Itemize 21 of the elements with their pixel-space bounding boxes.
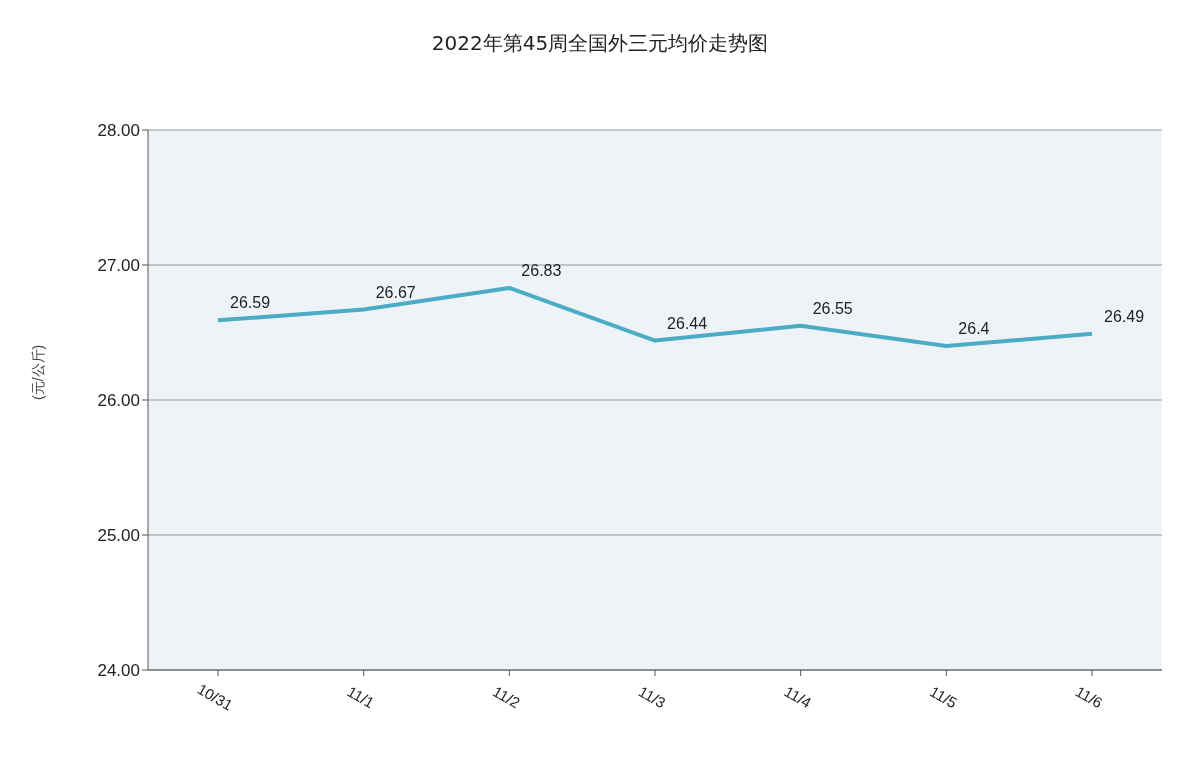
x-tick-label: 11/6 <box>1072 682 1106 712</box>
y-tick-label: 28.00 <box>97 121 140 141</box>
y-tick-label: 24.00 <box>97 661 140 681</box>
x-tick-label: 11/4 <box>781 682 815 712</box>
data-label: 26.44 <box>667 314 708 332</box>
x-tick-label: 11/2 <box>490 682 523 712</box>
line-series <box>216 285 1094 348</box>
y-axis-title: (元/公斤) <box>29 344 46 400</box>
data-label: 26.83 <box>521 261 562 279</box>
data-label: 26.59 <box>230 294 271 312</box>
y-tick-label: 27.00 <box>97 256 140 276</box>
y-tick-label: 26.00 <box>97 391 140 411</box>
x-tick-label: 11/5 <box>927 682 960 712</box>
data-label: 26.4 <box>958 320 990 337</box>
x-tick-label: 11/1 <box>344 682 378 712</box>
data-label: 26.49 <box>1104 307 1145 325</box>
data-label: 26.55 <box>812 299 853 317</box>
data-label: 26.67 <box>375 283 416 301</box>
x-tick-label: 11/3 <box>635 682 669 712</box>
y-tick-label: 25.00 <box>97 526 140 546</box>
chart-title: 2022年第45周全国外三元均价走势图 <box>430 30 770 57</box>
